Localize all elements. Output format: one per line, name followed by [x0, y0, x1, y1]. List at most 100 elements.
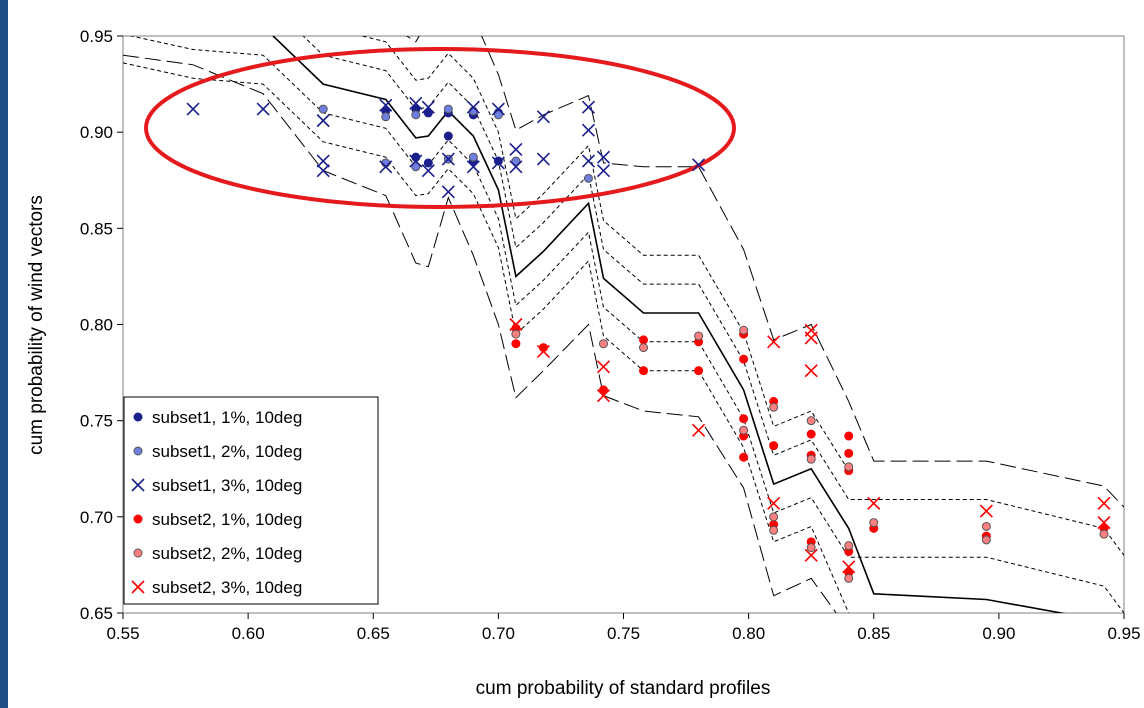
data-point-series-3 — [536, 152, 550, 166]
data-point-series-3 — [491, 156, 505, 170]
data-point-series-5 — [598, 339, 608, 349]
data-point-series-3 — [441, 185, 455, 199]
y-tick-label: 0.90 — [80, 123, 113, 142]
data-point-series-6 — [804, 331, 818, 345]
y-tick-label: 0.85 — [80, 219, 113, 238]
y-tick-label: 0.65 — [80, 604, 113, 623]
data-point-series-5 — [511, 329, 521, 339]
data-point-series-1 — [423, 158, 433, 168]
data-point-series-3 — [379, 98, 393, 112]
data-point-series-6 — [767, 335, 781, 349]
x-tick-label: 0.90 — [982, 624, 1015, 643]
data-point-series-3 — [186, 102, 200, 116]
legend-marker-6 — [131, 580, 145, 594]
data-point-series-3 — [581, 154, 596, 168]
reference-line-solid — [271, 36, 1066, 613]
data-point-series-5 — [1099, 529, 1109, 539]
data-point-series-3 — [466, 100, 480, 114]
data-point-series-5 — [844, 573, 854, 583]
legend-label: subset2, 1%, 10deg — [152, 510, 302, 529]
reference-lines — [123, 36, 1124, 613]
window-edge — [0, 0, 8, 708]
x-tick-label: 0.65 — [357, 624, 390, 643]
data-point-series-6 — [1097, 516, 1111, 530]
data-point-series-6 — [509, 317, 523, 332]
y-tick-label: 0.75 — [80, 412, 113, 431]
x-tick-label: 0.75 — [607, 624, 640, 643]
data-point-series-2 — [443, 104, 453, 114]
data-point-series-4 — [769, 441, 779, 451]
legend-marker-5 — [133, 548, 143, 558]
data-point-series-4 — [511, 339, 521, 349]
data-point-series-3 — [509, 142, 523, 157]
data-point-series-5 — [981, 521, 991, 531]
data-point-series-4 — [806, 429, 816, 439]
data-point-series-3 — [409, 154, 423, 168]
data-point-series-3 — [466, 160, 480, 174]
data-point-series-5 — [844, 462, 854, 472]
data-point-series-4 — [739, 354, 749, 364]
data-point-series-2 — [381, 112, 391, 122]
legend-label: subset1, 2%, 10deg — [152, 442, 302, 461]
data-point-series-6 — [842, 560, 856, 574]
data-point-series-3 — [379, 160, 393, 174]
data-point-series-6 — [867, 496, 881, 510]
data-point-series-3 — [491, 102, 505, 116]
data-point-series-4 — [694, 366, 704, 376]
data-point-series-4 — [844, 448, 854, 458]
legend-label: subset2, 2%, 10deg — [152, 544, 302, 563]
reference-line-long-dash — [123, 54, 837, 613]
x-tick-label: 0.70 — [482, 624, 515, 643]
data-point-series-6 — [1097, 496, 1111, 510]
data-point-series-5 — [739, 425, 749, 435]
data-point-series-5 — [739, 325, 749, 335]
data-point-series-5 — [694, 331, 704, 341]
data-point-series-3 — [581, 100, 596, 114]
data-point-series-5 — [806, 454, 816, 464]
y-tick-label: 0.95 — [80, 27, 113, 46]
data-point-series-5 — [639, 343, 649, 353]
legend-marker-2 — [133, 446, 143, 456]
data-point-series-3 — [596, 164, 611, 178]
data-point-series-2 — [411, 162, 421, 172]
data-point-series-6 — [536, 344, 550, 358]
data-point-series-2 — [318, 104, 328, 114]
data-point-series-3 — [256, 102, 270, 116]
data-point-series-2 — [493, 110, 503, 120]
x-axis-title: cum probability of standard profiles — [476, 678, 771, 699]
data-point-series-2 — [583, 173, 593, 183]
legend-label: subset1, 3%, 10deg — [152, 476, 302, 495]
data-point-series-6 — [767, 496, 781, 510]
data-point-series-3 — [509, 160, 523, 174]
data-point-series-5 — [769, 525, 779, 535]
data-point-series-3 — [316, 114, 330, 128]
data-point-series-4 — [639, 335, 649, 345]
data-point-series-4 — [639, 366, 649, 376]
y-tick-label: 0.70 — [80, 508, 113, 527]
data-point-series-2 — [411, 110, 421, 120]
data-point-series-1 — [443, 131, 453, 141]
data-point-series-4 — [739, 414, 749, 424]
data-point-series-5 — [769, 512, 779, 522]
legend-marker-3 — [131, 478, 145, 492]
legend-label: subset1, 1%, 10deg — [152, 408, 302, 427]
data-points — [186, 96, 1111, 583]
data-point-series-4 — [844, 431, 854, 441]
data-point-series-6 — [804, 548, 818, 562]
y-tick-label: 0.80 — [80, 316, 113, 335]
data-point-series-3 — [421, 164, 435, 178]
y-axis-title: cum probability of wind vectors — [26, 195, 47, 455]
data-point-series-6 — [979, 504, 993, 518]
data-point-series-5 — [869, 518, 879, 528]
legend-marker-4 — [133, 514, 143, 524]
data-point-series-6 — [596, 389, 611, 403]
data-point-series-5 — [806, 543, 816, 553]
data-point-series-3 — [536, 110, 550, 124]
axes: 0.55 0.60 0.65 0.70 0.75 0.80 0.85 0.90 0.95 0.65… — [80, 27, 1141, 643]
reference-line-long-dash — [405, 36, 1124, 508]
data-point-series-1 — [423, 108, 433, 118]
data-point-series-3 — [421, 100, 435, 114]
highlight-ellipse — [144, 47, 736, 209]
x-tick-label: 0.85 — [857, 624, 890, 643]
